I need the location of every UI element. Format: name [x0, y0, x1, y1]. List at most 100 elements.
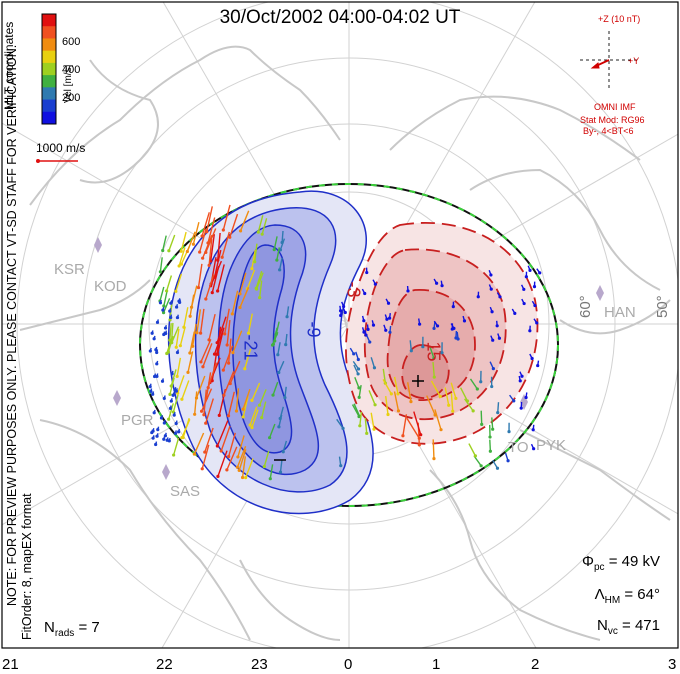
vector-origin — [215, 444, 219, 448]
vector-origin — [454, 396, 458, 400]
velocity-vector — [278, 360, 285, 373]
mlt-label-3: 3 — [668, 656, 677, 673]
vector-origin — [432, 356, 436, 360]
vector-origin — [162, 437, 166, 441]
vector-origin — [524, 395, 528, 400]
vector-origin — [188, 351, 192, 355]
vector-origin — [538, 271, 542, 275]
velocity-vector — [175, 273, 183, 292]
vector-origin — [473, 454, 477, 458]
station-label-pgr: PGR — [121, 412, 154, 429]
velocity-vector — [170, 369, 177, 387]
vector-origin — [204, 297, 208, 301]
vector-origin — [188, 314, 192, 318]
velocity-vector — [172, 437, 180, 456]
velocity-vector — [216, 316, 227, 343]
velocity-vector — [279, 406, 284, 419]
vector-origin — [162, 421, 166, 425]
velocity-vector — [192, 222, 200, 245]
vector-origin — [372, 427, 376, 431]
vector-origin — [155, 362, 159, 366]
vector-origin — [528, 268, 532, 272]
colorbar-tick-200: 200 — [62, 92, 81, 104]
velocity-scale-vector — [36, 159, 78, 163]
station-label-to: TO — [508, 439, 529, 456]
vector-origin — [158, 270, 162, 274]
velocity-vector — [368, 390, 376, 406]
vector-origin — [240, 475, 245, 480]
velocity-vector — [382, 379, 392, 395]
velocity-vector — [216, 420, 229, 447]
vector-origin — [498, 295, 502, 299]
pos-contour-core — [401, 344, 450, 400]
velocity-vector — [170, 322, 174, 341]
velocity-vector — [273, 236, 278, 250]
velocity-vector — [201, 444, 210, 469]
vector-origin — [222, 393, 226, 397]
vector-origin — [491, 367, 495, 371]
heppner-maynard-boundary — [139, 183, 559, 507]
velocity-vector — [239, 210, 250, 232]
vector-origin — [225, 343, 229, 347]
vector-origin — [202, 413, 206, 417]
velocity-vector — [206, 206, 213, 232]
vector-origin — [167, 249, 171, 253]
vector-origin — [165, 438, 169, 442]
velocity-vector — [210, 234, 215, 262]
velocity-vector — [244, 458, 254, 478]
velocity-vector — [165, 275, 173, 292]
colorbar-tick-400: 400 — [62, 64, 81, 76]
vector-origin — [201, 365, 205, 369]
velocity-vector — [232, 330, 243, 353]
velocity-vector — [222, 345, 234, 371]
negative-convection-cell — [167, 190, 374, 515]
vector-origin — [268, 436, 272, 440]
velocity-vector — [189, 331, 195, 354]
vector-origin — [177, 264, 181, 268]
vector-origin — [270, 343, 275, 347]
velocity-vector — [257, 215, 264, 233]
velocity-scale-label: 1000 m/s — [36, 141, 86, 155]
vector-origin — [226, 414, 231, 418]
velocity-vector — [187, 351, 194, 373]
colorbar-segment — [42, 111, 56, 125]
vector-origin — [471, 409, 475, 413]
vector-origin — [212, 352, 217, 356]
velocity-vector — [239, 287, 250, 308]
velocity-vector — [210, 260, 223, 287]
velocity-vector — [282, 440, 288, 452]
vector-origin — [198, 250, 202, 254]
vector-origin — [150, 331, 154, 335]
vector-origin — [272, 248, 276, 252]
vector-origin — [196, 285, 201, 290]
vector-origin — [174, 289, 178, 293]
vector-origin — [162, 396, 166, 401]
velocity-vector — [258, 389, 267, 406]
vector-origin — [497, 336, 502, 340]
velocity-vector — [200, 388, 213, 412]
vector-origin — [160, 379, 165, 383]
contour-label-neg21: -21 — [240, 334, 261, 361]
vector-origin — [220, 255, 224, 259]
velocity-vector — [286, 306, 290, 317]
vector-origin — [275, 258, 279, 262]
colorbar-segment — [42, 50, 56, 64]
vector-origin — [174, 389, 179, 393]
vector-origin — [258, 295, 262, 300]
vector-origin — [257, 403, 262, 407]
vector-origin — [254, 286, 258, 290]
vector-origin — [385, 317, 389, 321]
vector-origin — [532, 284, 537, 289]
vector-origin — [241, 415, 245, 419]
velocity-vector — [382, 368, 387, 384]
vector-origin — [432, 375, 436, 379]
positive-convection-cell — [345, 221, 539, 445]
vector-origin — [174, 305, 179, 309]
mlt-label-22: 22 — [156, 656, 173, 673]
velocity-vector — [473, 455, 482, 467]
velocity-vector — [220, 425, 231, 452]
velocity-vector — [247, 313, 253, 334]
velocity-vector — [385, 396, 389, 415]
velocity-vector — [221, 231, 230, 258]
